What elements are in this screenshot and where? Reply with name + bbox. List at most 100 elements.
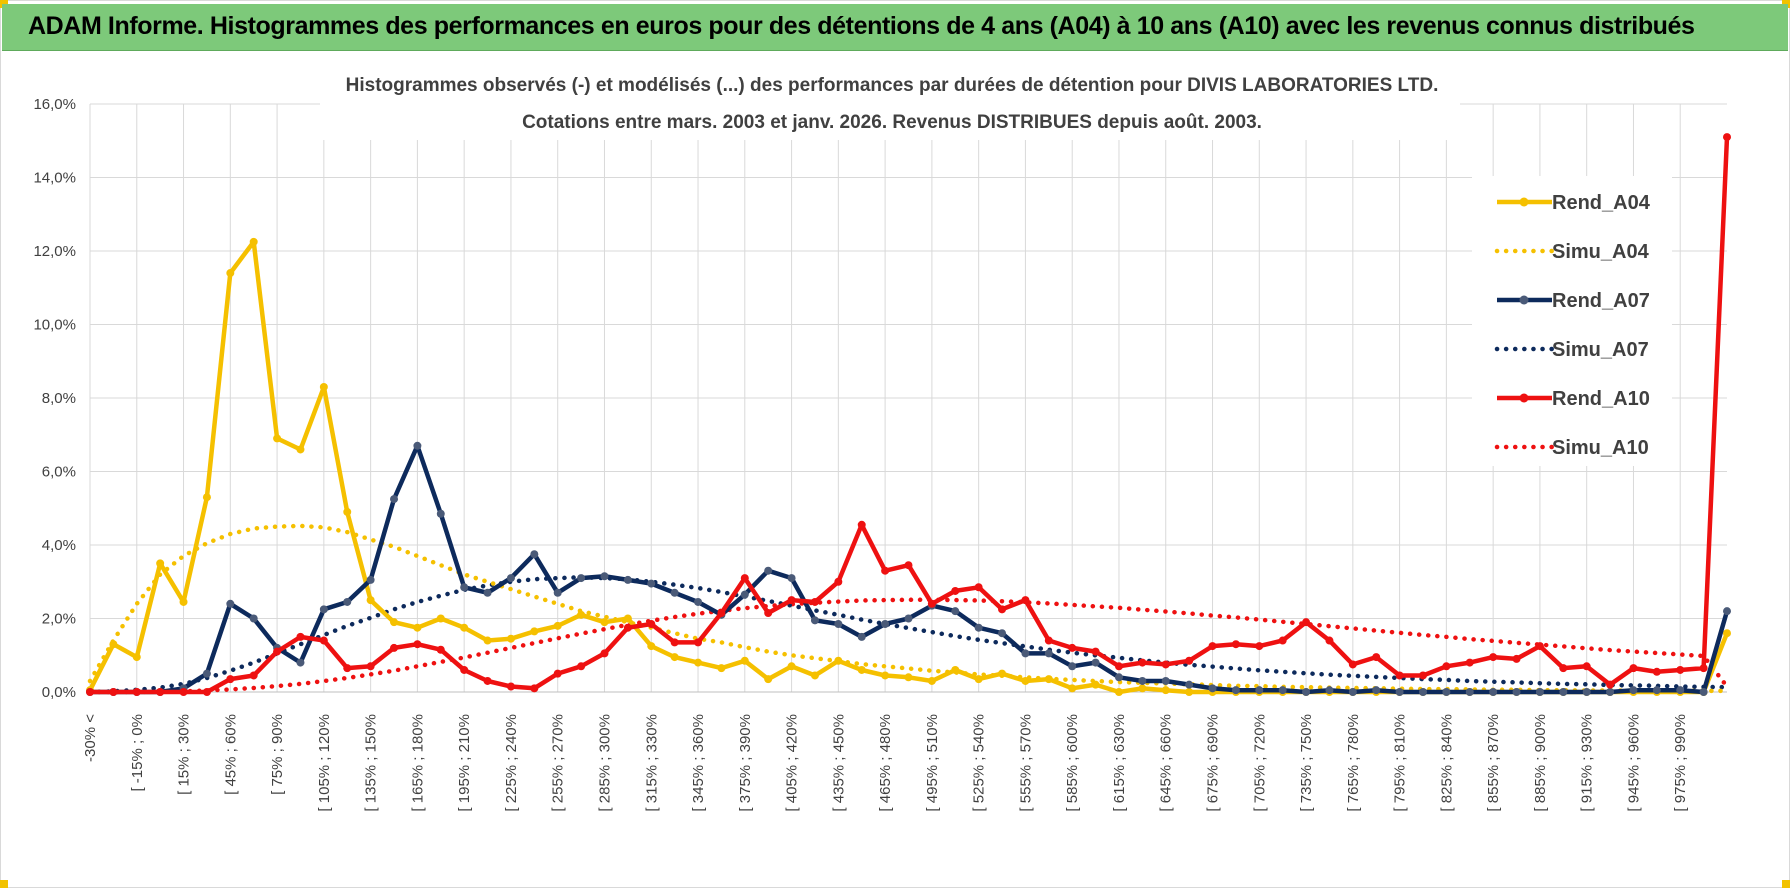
data-point-rend-a10 <box>1068 643 1077 652</box>
data-point-rend-a07 <box>1021 649 1030 658</box>
header-title: ADAM Informe. Histogrammes des performan… <box>28 12 1695 40</box>
data-point-rend-a07 <box>1185 680 1194 689</box>
data-point-rend-a07 <box>1418 688 1427 696</box>
data-point-rend-a10 <box>156 688 165 696</box>
data-point-rend-a04 <box>810 671 819 680</box>
x-tick-label: [ 195% ; 210% <box>456 714 473 812</box>
data-point-rend-a10 <box>226 675 235 684</box>
data-point-rend-a10 <box>1278 636 1287 645</box>
data-point-rend-a07 <box>764 566 773 575</box>
data-point-rend-a07 <box>1559 688 1568 696</box>
series-line-simu-a04 <box>87 523 1730 694</box>
data-point-rend-a07 <box>1629 686 1638 695</box>
data-point-rend-a04 <box>483 636 492 645</box>
data-point-rend-a07 <box>1255 686 1264 695</box>
data-point-rend-a04 <box>156 559 165 568</box>
data-point-rend-a07 <box>460 583 469 592</box>
data-point-rend-a10 <box>1442 662 1451 671</box>
data-point-rend-a10 <box>1418 671 1427 680</box>
y-tick-label: 12,0% <box>33 243 76 260</box>
data-point-rend-a10 <box>1021 596 1030 605</box>
data-point-rend-a10 <box>857 520 866 529</box>
data-point-rend-a10 <box>366 662 375 671</box>
data-point-rend-a07 <box>530 550 539 559</box>
data-point-rend-a07 <box>366 575 375 584</box>
data-point-rend-a07 <box>647 579 656 588</box>
data-point-rend-a10 <box>1302 618 1311 627</box>
data-point-rend-a07 <box>1208 684 1217 693</box>
data-point-rend-a07 <box>1114 673 1123 682</box>
data-point-rend-a04 <box>857 665 866 674</box>
data-point-rend-a10 <box>1676 665 1685 674</box>
x-tick-label: [ 285% ; 300% <box>596 714 613 812</box>
data-point-rend-a10 <box>1652 667 1661 676</box>
x-tick-label: [ 465% ; 480% <box>877 714 894 812</box>
legend-label-rend-a10: Rend_A10 <box>1552 388 1650 410</box>
data-point-rend-a04 <box>694 658 703 667</box>
data-point-rend-a07 <box>787 574 796 583</box>
data-point-rend-a10 <box>623 623 632 632</box>
data-point-rend-a04 <box>927 676 936 685</box>
data-point-rend-a07 <box>1325 686 1334 695</box>
data-point-rend-a04 <box>132 653 141 662</box>
x-tick-label: [ 645% ; 660% <box>1158 714 1175 812</box>
data-point-rend-a04 <box>460 623 469 632</box>
data-point-rend-a07 <box>296 658 305 667</box>
x-tick-label: [ 135% ; 150% <box>363 714 380 812</box>
data-point-rend-a10 <box>1114 662 1123 671</box>
x-tick-label: [ 435% ; 450% <box>830 714 847 812</box>
data-point-rend-a07 <box>319 605 328 614</box>
data-point-rend-a10 <box>249 671 258 680</box>
data-point-rend-a07 <box>600 572 609 581</box>
x-tick-label: [ 105% ; 120% <box>316 714 333 812</box>
data-point-rend-a10 <box>506 682 515 691</box>
x-tick-label: [ 495% ; 510% <box>924 714 941 812</box>
axes: 0,0% 2,0% 4,0% 6,0% 8,0% 10,0% 12,0% 14,0% 16,0%… <box>33 96 1727 812</box>
chart-title: Histogrammes observés (-) et modélisés (… <box>346 75 1439 96</box>
data-point-rend-a04 <box>366 596 375 605</box>
data-point-rend-a04 <box>296 445 305 454</box>
data-point-rend-a07 <box>483 588 492 597</box>
data-point-rend-a04 <box>273 434 282 443</box>
header-banner: ADAM Informe. Histogrammes des performan… <box>2 4 1788 51</box>
data-point-rend-a10 <box>1231 640 1240 649</box>
data-point-rend-a10 <box>904 561 913 570</box>
data-point-rend-a07 <box>1442 688 1451 696</box>
data-point-rend-a07 <box>390 495 399 504</box>
data-point-rend-a10 <box>1606 680 1615 689</box>
legend-marker-rend-a10 <box>1519 393 1529 403</box>
x-tick-label: [ 855% ; 870% <box>1485 714 1502 812</box>
data-point-rend-a10 <box>787 596 796 605</box>
legend-label-simu-a10: Simu_A10 <box>1552 437 1649 459</box>
data-point-rend-a04 <box>1138 684 1147 693</box>
data-point-rend-a07 <box>1231 686 1240 695</box>
data-point-rend-a04 <box>413 623 422 632</box>
x-tick-label: [ 165% ; 180% <box>409 714 426 812</box>
data-point-rend-a07 <box>1606 688 1615 696</box>
data-point-rend-a10 <box>694 638 703 647</box>
y-tick-label: 0,0% <box>42 684 76 701</box>
data-point-rend-a07 <box>436 509 445 518</box>
x-tick-label: [ 555% ; 570% <box>1017 714 1034 812</box>
corner-marker-bottom-right <box>1782 880 1790 888</box>
data-point-rend-a07 <box>1489 688 1498 696</box>
data-point-rend-a07 <box>623 575 632 584</box>
y-tick-label: 4,0% <box>42 537 76 554</box>
y-tick-label: 2,0% <box>42 611 76 628</box>
data-point-rend-a04 <box>600 618 609 627</box>
y-tick-label: 6,0% <box>42 464 76 481</box>
data-point-rend-a10 <box>577 662 586 671</box>
legend: Rend_A04 Simu_A04 Rend_A07 Simu_A07 Rend_A10… <box>1472 176 1672 466</box>
corner-marker-bottom-left <box>0 880 8 888</box>
data-point-rend-a07 <box>1091 658 1100 667</box>
x-tick-label: [ 255% ; 270% <box>550 714 567 812</box>
data-point-rend-a10 <box>319 636 328 645</box>
data-point-rend-a10 <box>1395 671 1404 680</box>
data-point-rend-a04 <box>623 614 632 623</box>
x-tick-label: [ 75% ; 90% <box>269 714 286 795</box>
data-point-rend-a07 <box>1068 662 1077 671</box>
y-tick-label: 10,0% <box>33 317 76 334</box>
data-point-rend-a04 <box>1114 688 1123 696</box>
data-point-rend-a04 <box>319 382 328 391</box>
x-tick-label: [ 975% ; 990% <box>1672 714 1689 812</box>
